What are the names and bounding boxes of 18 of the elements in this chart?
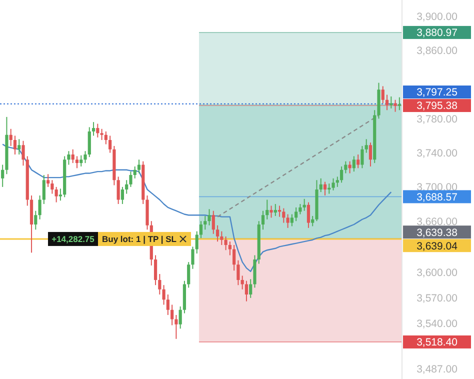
y-tick-label: 3,487.00 [416,363,458,376]
y-tick-label: 3,600.00 [416,266,458,279]
ref-line-label: 3,797.25 [416,86,458,99]
annotation: +14,282.75 [52,234,95,244]
ref-line-label: 3,688.57 [416,191,458,204]
y-tick-label: 3,660.00 [416,216,458,228]
y-tick-label: 3,900.00 [416,10,458,23]
ref-line-label: 3,795.38 [416,100,458,112]
ref-line-label: 3,880.97 [416,27,458,40]
y-tick-label: 3,860.00 [416,45,458,58]
ref-line-label: 3,639.04 [416,240,458,252]
y-tick-label: 3,570.00 [416,292,458,305]
annotation: Buy lot: 1 | TP | SL [102,234,176,244]
y-tick-label: 3,780.00 [416,113,458,126]
y-tick-label: 3,740.00 [416,147,458,160]
ref-line-label: 3,639.38 [416,226,458,239]
y-tick-label: 3,540.00 [416,318,458,330]
ref-line-label: 3,518.40 [416,336,458,349]
